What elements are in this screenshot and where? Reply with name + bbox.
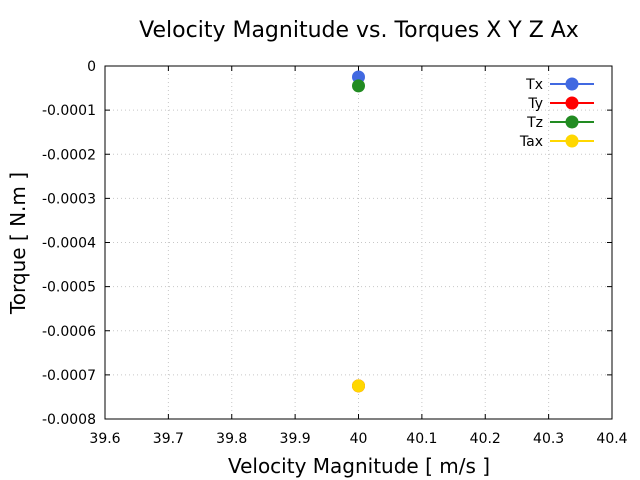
legend-marker-tx [565,77,579,91]
data-points [352,70,365,393]
y-tick-label: -0.0006 [42,324,96,340]
legend-label-tx: Tx [525,77,543,93]
legend-label-ty: Ty [527,96,543,112]
legend: Tx Ty Tz Tax [519,77,594,150]
x-tick-label: 39.9 [280,431,311,447]
y-tick-label: -0.0008 [42,412,96,428]
x-tick-label: 40 [350,431,368,447]
y-tick-label: -0.0004 [42,236,96,252]
y-tick-label: -0.0005 [42,280,96,296]
data-point-tax [352,379,365,393]
y-axis-label: Torque [ N.m ] [6,172,30,315]
legend-label-tax: Tax [519,134,543,150]
y-tick-label: -0.0003 [42,191,96,207]
axis-ticks: 39.6 39.7 39.8 39.9 40 40.1 40.2 40.3 40.4 0 -0.00… [42,59,628,447]
x-tick-label: 40.2 [470,431,501,447]
legend-marker-tax [565,134,579,148]
legend-marker-tz [565,115,579,129]
x-tick-label: 39.8 [216,431,247,447]
chart-title: Velocity Magnitude vs. Torques X Y Z Ax [139,18,579,43]
y-tick-label: 0 [87,59,96,75]
grid [105,66,612,419]
y-tick-label: -0.0007 [42,368,96,384]
y-tick-label: -0.0002 [42,147,96,163]
legend-marker-ty [565,96,579,110]
y-tick-label: -0.0001 [42,103,96,119]
x-tick-label: 40.4 [596,431,627,447]
x-tick-label: 39.7 [153,431,184,447]
x-tick-label: 40.1 [406,431,437,447]
x-tick-label: 39.6 [89,431,120,447]
x-axis-label: Velocity Magnitude [ m/s ] [228,454,490,478]
data-point-tz [352,79,365,93]
x-tick-label: 40.3 [533,431,564,447]
legend-label-tz: Tz [526,115,543,131]
